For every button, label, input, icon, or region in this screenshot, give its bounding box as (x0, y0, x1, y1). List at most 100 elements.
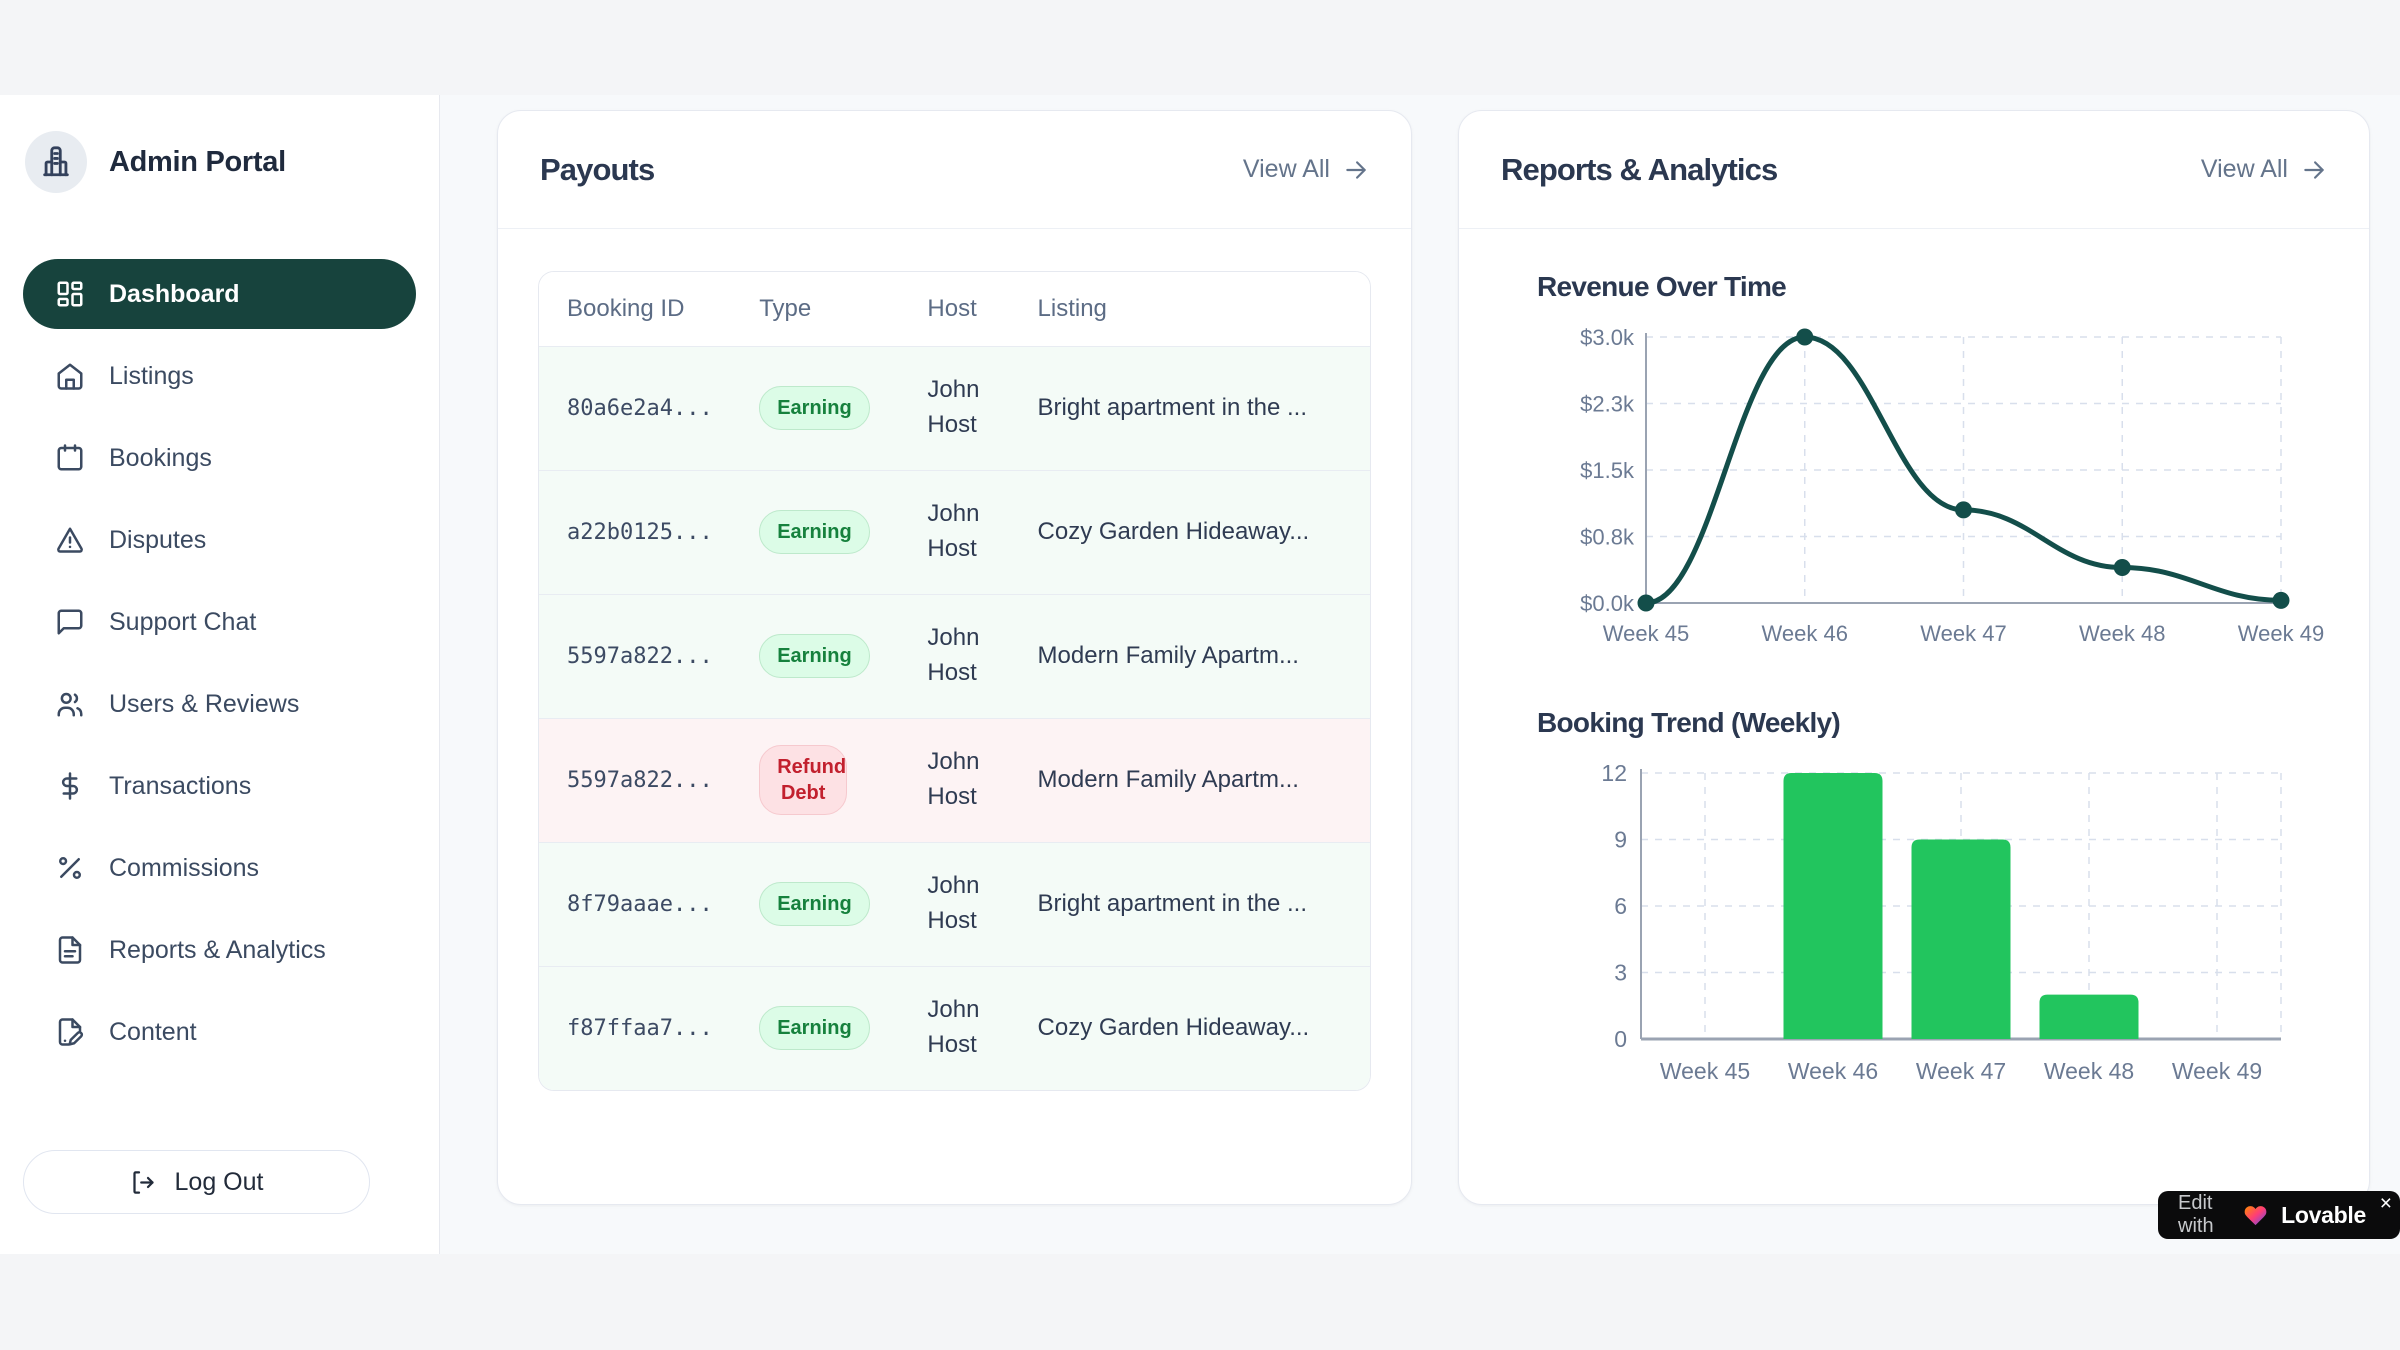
payouts-view-all-link[interactable]: View All (1243, 155, 1369, 184)
logout-icon (130, 1169, 157, 1196)
listing-cell: Cozy Garden Hideaway... (1037, 517, 1310, 545)
payout-row[interactable]: 8f79aaae... Earning John Host Bright apartm… (539, 842, 1370, 966)
brand-title: Admin Portal (109, 145, 286, 178)
svg-text:Week 46: Week 46 (1788, 1058, 1878, 1084)
booking-id-cell: 8f79aaae... (567, 891, 713, 917)
percent-icon (55, 853, 85, 883)
booking-trend-bar-chart: 0 3 6 9 12 Week 45 Week 46 Week 47 Week 48 Week 4… (1601, 761, 2282, 1084)
payout-row[interactable]: 80a6e2a4... Earning John Host Bright apartm… (539, 346, 1370, 470)
type-cell: Earning (731, 594, 899, 718)
payouts-card: Payouts View All Booking ID Type Host Listi… (497, 110, 1412, 1205)
revenue-chart-block: Revenue Over Time $0.0k $0.8k $1.5k $2.3k $3… (1499, 271, 2329, 663)
sidebar-nav: Dashboard Listings Bookings Disputes Support… (23, 259, 416, 1067)
sidebar-item-label: Bookings (109, 443, 212, 472)
reports-card-body: Revenue Over Time $0.0k $0.8k $1.5k $2.3k $3… (1459, 229, 2369, 1099)
type-badge: Earning (759, 386, 870, 430)
column-header-booking-id: Booking ID (539, 272, 732, 347)
host-cell: John Host (927, 624, 980, 686)
sidebar-item-content[interactable]: Content (23, 997, 416, 1067)
type-cell: Earning (731, 470, 899, 594)
booking-trend-block: Booking Trend (Weekly) 0 3 6 9 12 Week 45 Week… (1499, 707, 2329, 1099)
sidebar-item-disputes[interactable]: Disputes (23, 505, 416, 575)
type-badge: Earning (759, 634, 870, 678)
svg-text:Week 45: Week 45 (1603, 621, 1689, 646)
lovable-badge[interactable]: Edit with Lovable × (2158, 1191, 2400, 1239)
logout-button[interactable]: Log Out (23, 1150, 370, 1214)
type-cell: Refund Debt (731, 718, 899, 842)
sidebar-item-label: Reports & Analytics (109, 935, 326, 964)
svg-text:9: 9 (1614, 827, 1627, 853)
host-cell: John Host (927, 748, 980, 810)
chat-icon (55, 607, 85, 637)
payout-row[interactable]: 5597a822... Refund Debt John Host Modern Fa… (539, 718, 1370, 842)
payouts-card-body: Booking ID Type Host Listing 80a6e2a4... Ear… (498, 229, 1411, 1091)
heart-icon (2243, 1203, 2268, 1228)
type-badge: Earning (759, 882, 870, 926)
badge-close-button[interactable]: × (2379, 1192, 2392, 1215)
reports-analytics-card: Reports & Analytics View All Revenue Ove… (1458, 110, 2370, 1205)
host-cell: John Host (927, 872, 980, 934)
svg-text:$1.5k: $1.5k (1580, 458, 1635, 483)
listing-cell: Modern Family Apartm... (1037, 641, 1299, 669)
listing-cell: Bright apartment in the ... (1037, 889, 1308, 917)
payout-row[interactable]: 5597a822... Earning John Host Modern Family… (539, 594, 1370, 718)
type-badge: Earning (759, 510, 870, 554)
column-header-host: Host (899, 272, 1010, 347)
payouts-card-header: Payouts View All (498, 111, 1411, 229)
type-cell: Earning (731, 966, 899, 1090)
svg-text:$2.3k: $2.3k (1580, 392, 1635, 417)
sidebar-item-label: Dashboard (109, 279, 240, 308)
sidebar-item-label: Users & Reviews (109, 689, 300, 718)
listing-cell: Bright apartment in the ... (1037, 393, 1308, 421)
type-badge: Earning (759, 1006, 870, 1051)
sidebar-item-dashboard[interactable]: Dashboard (23, 259, 416, 329)
host-cell: John Host (927, 376, 980, 438)
sidebar-item-label: Listings (109, 361, 194, 390)
booking-id-cell: f87ffaa7... (567, 1015, 713, 1041)
type-cell: Earning (731, 346, 899, 470)
sidebar-item-listings[interactable]: Listings (23, 341, 416, 411)
booking-id-cell: 5597a822... (567, 767, 713, 793)
arrow-right-icon (1343, 157, 1369, 183)
booking-trend-title: Booking Trend (Weekly) (1537, 707, 1841, 738)
svg-text:$0.8k: $0.8k (1580, 525, 1635, 550)
home-icon (55, 361, 85, 391)
sidebar-item-commissions[interactable]: Commissions (23, 833, 416, 903)
booking-id-cell: a22b0125... (567, 519, 713, 545)
sidebar: Admin Portal Dashboard Listings Bookings Di… (0, 95, 440, 1254)
svg-text:0: 0 (1614, 1026, 1627, 1052)
sidebar-item-users-reviews[interactable]: Users & Reviews (23, 669, 416, 739)
svg-text:Week 47: Week 47 (1916, 1058, 2006, 1084)
type-badge: Refund Debt (759, 745, 848, 815)
svg-text:Week 48: Week 48 (2044, 1058, 2134, 1084)
payouts-table-header-row: Booking ID Type Host Listing (539, 272, 1370, 347)
view-all-label: View All (1242, 155, 1330, 183)
host-cell: John Host (927, 500, 980, 562)
payout-row[interactable]: f87ffaa7... Earning John Host Cozy Garden H… (539, 966, 1370, 1090)
payouts-title: Payouts (540, 151, 655, 187)
svg-text:$0.0k: $0.0k (1580, 591, 1635, 616)
revenue-chart-title: Revenue Over Time (1537, 271, 1787, 302)
dashboard-icon (55, 279, 85, 309)
column-header-type: Type (731, 272, 900, 347)
reports-view-all-link[interactable]: View All (2201, 155, 2327, 184)
host-cell: John Host (927, 996, 980, 1059)
listing-cell: Cozy Garden Hideaway... (1037, 1013, 1310, 1041)
badge-prefix: Edit with (2178, 1192, 2214, 1237)
type-cell: Earning (731, 842, 899, 966)
sidebar-item-support-chat[interactable]: Support Chat (23, 587, 416, 657)
payout-row[interactable]: a22b0125... Earning John Host Cozy Garden H… (539, 470, 1370, 594)
brand: Admin Portal (23, 131, 416, 193)
sidebar-item-reports-analytics[interactable]: Reports & Analytics (23, 915, 416, 985)
file-edit-icon (55, 1017, 85, 1047)
svg-text:Week 46: Week 46 (1762, 621, 1848, 646)
view-all-label: View All (2200, 155, 2288, 183)
svg-text:Week 47: Week 47 (1920, 621, 2006, 646)
svg-text:Week 49: Week 49 (2238, 621, 2324, 646)
sidebar-item-bookings[interactable]: Bookings (23, 423, 416, 493)
sidebar-item-transactions[interactable]: Transactions (23, 751, 416, 821)
sidebar-item-label: Support Chat (109, 607, 257, 636)
alert-icon (55, 525, 85, 555)
arrow-right-icon (2301, 157, 2327, 183)
svg-text:Week 49: Week 49 (2172, 1058, 2262, 1084)
